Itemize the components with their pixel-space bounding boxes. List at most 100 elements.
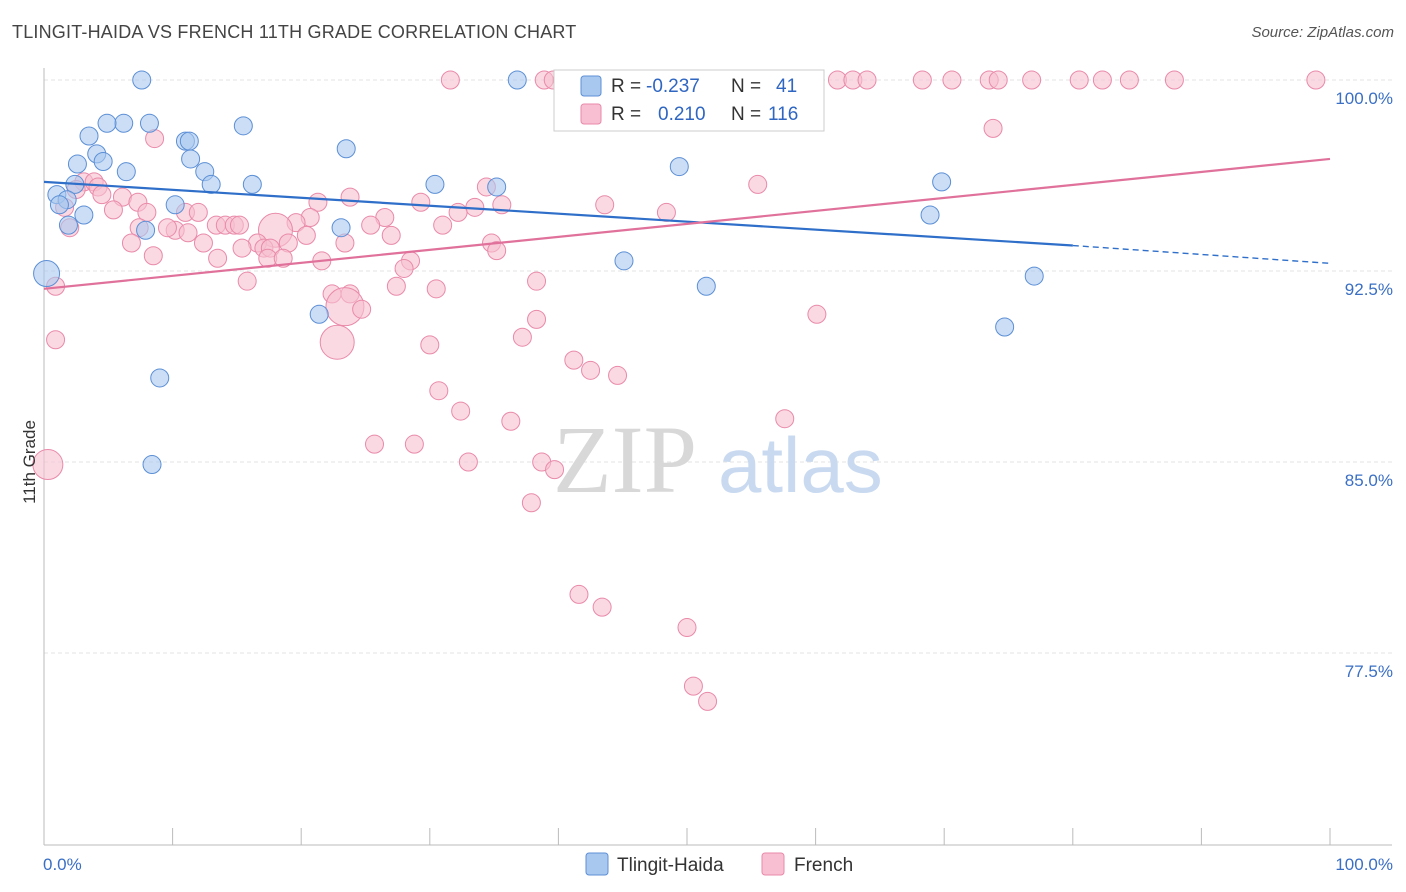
french-point-29 — [1119, 70, 1139, 90]
tlingit-haida-point-38 — [142, 455, 162, 475]
french-point-121 — [677, 618, 697, 638]
french-point-45 — [411, 192, 431, 212]
bottom-legend-swatch-pink — [761, 852, 785, 876]
french-point-110 — [501, 411, 521, 431]
tlingit-haida-point-13 — [67, 154, 87, 174]
french-point-25 — [988, 70, 1008, 90]
french-point-91 — [527, 271, 547, 291]
french-point-111 — [775, 409, 795, 429]
french-point-41 — [92, 185, 112, 205]
bottom-legend-label-tlingit-haida: Tlingit-Haida — [617, 855, 724, 876]
french-point-81 — [487, 241, 507, 261]
french-point-93 — [426, 279, 446, 299]
tlingit-haida-point-9 — [336, 139, 356, 159]
french-point-23 — [942, 70, 962, 90]
french-point-86 — [273, 248, 293, 268]
x-tick-label-right: 100.0% — [1335, 855, 1393, 874]
tlingit-haida-point-29 — [331, 218, 351, 238]
y-tick-label-0: 100.0% — [1335, 89, 1393, 108]
french-point-112 — [365, 434, 385, 454]
tlingit-haida-point-34 — [1024, 266, 1044, 286]
tlingit-haida-point-28 — [58, 215, 78, 235]
legend-r-label-2: R = — [611, 104, 641, 125]
french-point-73 — [121, 233, 141, 253]
french-point-122 — [683, 676, 703, 696]
legend-n-label-2: N = — [731, 104, 761, 125]
french-point-26 — [1022, 70, 1042, 90]
french-point-40 — [340, 187, 360, 207]
french-point-0 — [440, 70, 460, 90]
french-point-119 — [569, 584, 589, 604]
french-point-60 — [157, 218, 177, 238]
tlingit-haida-point-30 — [136, 220, 156, 240]
french-point-57 — [656, 202, 676, 222]
legend-r-value-1: -0.237 — [646, 76, 700, 97]
french-point-84 — [208, 248, 228, 268]
french-point-107 — [608, 365, 628, 385]
french-point-108 — [429, 381, 449, 401]
french-point-39 — [748, 174, 768, 194]
legend-n-label-1: N = — [731, 76, 761, 97]
bottom-legend-label-french: French — [794, 855, 853, 876]
tlingit-haida-point-8 — [179, 131, 199, 151]
legend-n-value-2: 116 — [768, 104, 798, 125]
y-tick-label-3: 77.5% — [1345, 662, 1393, 681]
legend-r-value-2: 0.210 — [658, 104, 706, 125]
tlingit-haida-point-16 — [669, 157, 689, 177]
french-point-117 — [32, 449, 64, 481]
french-point-22 — [912, 70, 932, 90]
french-point-30 — [1164, 70, 1184, 90]
tlingit-haida-point-36 — [995, 317, 1015, 337]
french-point-109 — [451, 401, 471, 421]
y-tick-label-2: 85.0% — [1345, 471, 1393, 490]
french-point-83 — [143, 246, 163, 266]
watermark-atlas: atlas — [718, 421, 883, 509]
french-point-32 — [983, 118, 1003, 138]
trend-line-tlingit-haida — [43, 180, 1073, 247]
trend-line-tlingit-haida-extrapolated — [1072, 244, 1331, 265]
french-point-72 — [296, 225, 316, 245]
french-point-31 — [1306, 70, 1326, 90]
y-tick-labels: 100.0% 92.5% 85.0% 77.5% — [1335, 89, 1393, 681]
french-point-89 — [394, 258, 414, 278]
tlingit-haida-point-3 — [114, 113, 134, 133]
legend-box: R = -0.237 N = 41 R = 0.210 N = 116 — [553, 69, 825, 132]
watermark: ZIP atlas — [553, 406, 883, 513]
french-point-116 — [545, 460, 565, 480]
french-point-105 — [564, 350, 584, 370]
tlingit-haida-point-32 — [614, 251, 634, 271]
french-point-50 — [103, 200, 123, 220]
tlingit-haida-point-25 — [165, 195, 185, 215]
tlingit-haida-point-18 — [201, 174, 221, 194]
french-point-21 — [857, 70, 877, 90]
tlingit-haida-point-37 — [150, 368, 170, 388]
legend-n-value-1: 41 — [776, 76, 797, 97]
french-point-53 — [188, 202, 208, 222]
legend-r-label-1: R = — [611, 76, 641, 97]
tlingit-haida-point-26 — [74, 205, 94, 225]
watermark-zip: ZIP — [553, 406, 697, 513]
french-point-100 — [807, 304, 827, 324]
french-point-74 — [193, 233, 213, 253]
x-tick-labels: 0.0% 100.0% — [43, 855, 1393, 874]
tlingit-haida-point-0 — [132, 70, 152, 90]
tlingit-haida-point-24 — [49, 195, 69, 215]
french-point-90 — [237, 271, 257, 291]
legend-swatch-blue — [580, 75, 602, 97]
french-point-99 — [527, 309, 547, 329]
bottom-legend-swatch-blue — [585, 852, 609, 876]
french-point-102 — [46, 330, 66, 350]
french-point-101 — [512, 327, 532, 347]
french-point-28 — [1092, 70, 1112, 90]
y-tick-label-1: 92.5% — [1345, 280, 1393, 299]
trend-lines — [43, 157, 1331, 290]
tlingit-haida-point-14 — [116, 162, 136, 182]
french-point-103 — [319, 324, 355, 360]
french-point-92 — [386, 276, 406, 296]
french-point-48 — [595, 195, 615, 215]
tlingit-haida-point-21 — [487, 177, 507, 197]
tlingit-haida-point-2 — [139, 113, 159, 133]
french-point-82 — [232, 238, 252, 258]
tlingit-haida-point-35 — [309, 304, 329, 324]
legend-swatch-pink — [580, 103, 602, 125]
